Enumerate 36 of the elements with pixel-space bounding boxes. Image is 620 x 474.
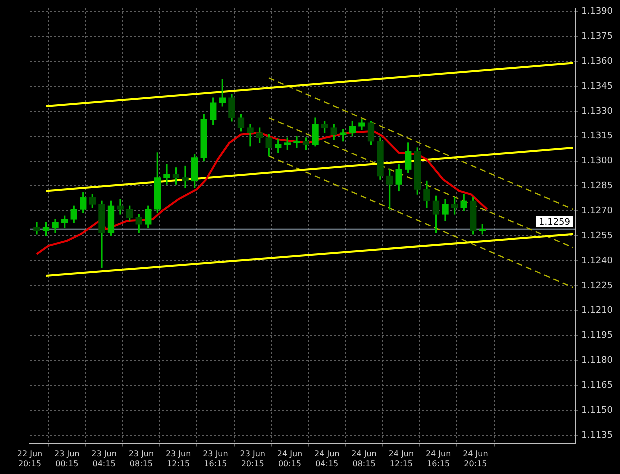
y-tick-label: 1.1345	[582, 82, 614, 92]
x-tick-label: 23 Jun 00:15	[54, 450, 80, 468]
x-tick-label: 23 Jun 12:15	[166, 450, 192, 468]
y-tick-label: 1.1330	[582, 106, 614, 117]
y-tick-label: 1.1375	[582, 32, 614, 42]
candlestick	[182, 166, 189, 188]
y-tick-label: 1.1165	[582, 380, 614, 391]
x-tick-label: 23 Jun 04:15	[92, 450, 117, 468]
y-tick-label: 1.1240	[582, 256, 614, 266]
y-tick-label: 1.1270	[582, 206, 614, 216]
ref-line-label: 1.1259	[539, 218, 571, 228]
x-tick-label: 23 Jun 20:15	[240, 450, 266, 468]
y-tick-label: 1.1210	[582, 306, 614, 316]
x-tick-label: 23 Jun 16:15	[203, 450, 228, 468]
y-tick-label: 1.1135	[582, 430, 614, 441]
y-tick-label: 1.1300	[582, 156, 614, 167]
candlestick	[294, 136, 300, 148]
y-tick-label: 1.1360	[582, 56, 614, 67]
x-tick-label: 23 Jun 08:15	[128, 450, 154, 468]
candlestick	[117, 199, 124, 215]
candlestick	[164, 164, 170, 185]
y-tick-label: 1.1150	[582, 406, 614, 416]
y-tick-label: 1.1285	[582, 182, 614, 192]
y-tick-label: 1.1195	[582, 331, 614, 342]
x-tick-label: 24 Jun 20:15	[463, 450, 488, 468]
x-tick-label: 22 Jun 20:15	[17, 450, 43, 468]
x-tick-label: 24 Jun 08:15	[352, 450, 377, 468]
x-tick-label: 24 Jun 00:15	[277, 450, 303, 468]
x-tick-label: 24 Jun 12:15	[388, 450, 414, 468]
y-tick-label: 1.1225	[582, 281, 614, 292]
y-tick-label: 1.1390	[582, 7, 614, 18]
y-tick-label: 1.1180	[582, 356, 614, 366]
y-tick-label: 1.1315	[582, 132, 614, 142]
x-tick-label: 24 Jun 04:15	[314, 450, 340, 468]
x-tick-label: 24 Jun 16:15	[426, 450, 452, 468]
y-tick-label: 1.1255	[582, 231, 614, 242]
